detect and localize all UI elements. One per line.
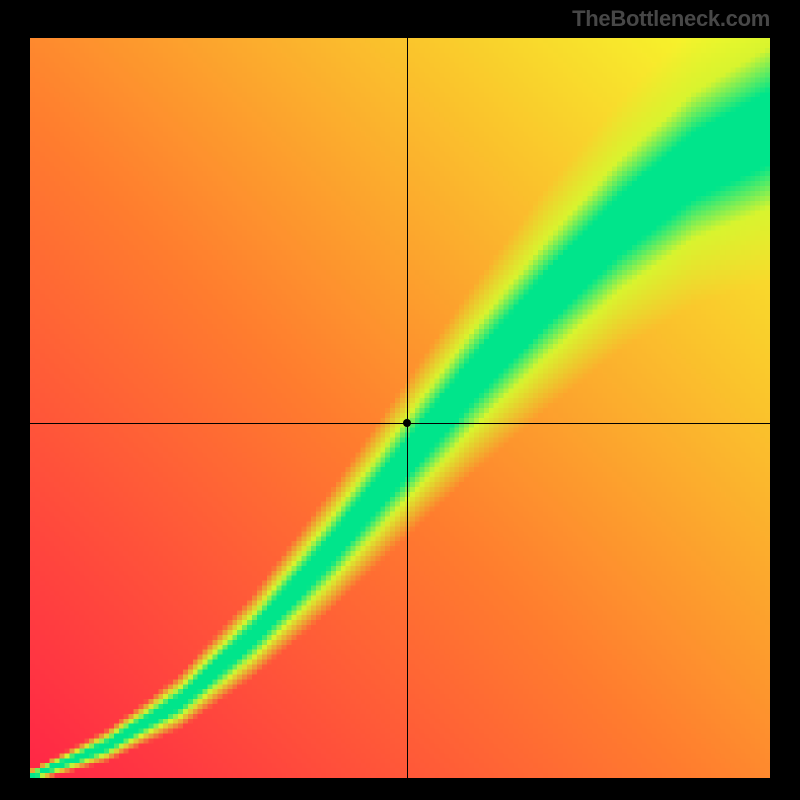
heatmap-plot	[30, 38, 770, 778]
heatmap-canvas	[30, 38, 770, 778]
chart-root: { "watermark": "TheBottleneck.com", "cha…	[0, 0, 800, 800]
data-point-marker	[403, 419, 411, 427]
crosshair-vertical	[407, 38, 408, 778]
crosshair-horizontal	[30, 423, 770, 424]
watermark-text: TheBottleneck.com	[572, 6, 770, 32]
